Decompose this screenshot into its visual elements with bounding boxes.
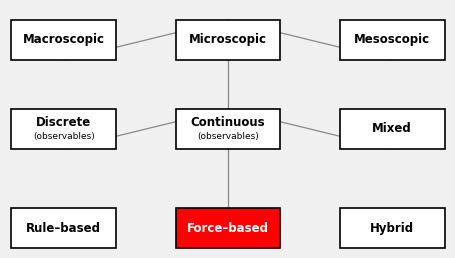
FancyBboxPatch shape xyxy=(339,20,444,60)
FancyBboxPatch shape xyxy=(339,109,444,149)
Text: Microscopic: Microscopic xyxy=(188,34,267,46)
Text: Mixed: Mixed xyxy=(371,123,411,135)
FancyBboxPatch shape xyxy=(175,208,280,248)
Text: Macroscopic: Macroscopic xyxy=(23,34,105,46)
FancyBboxPatch shape xyxy=(11,109,116,149)
Text: Mesoscopic: Mesoscopic xyxy=(354,34,429,46)
Text: Rule–based: Rule–based xyxy=(26,222,101,235)
FancyBboxPatch shape xyxy=(339,208,444,248)
Text: (observables): (observables) xyxy=(33,132,95,141)
Text: Discrete: Discrete xyxy=(36,116,91,129)
Text: Hybrid: Hybrid xyxy=(369,222,413,235)
FancyBboxPatch shape xyxy=(11,20,116,60)
FancyBboxPatch shape xyxy=(175,109,280,149)
Text: Continuous: Continuous xyxy=(190,116,265,129)
Text: (observables): (observables) xyxy=(197,132,258,141)
Text: Force–based: Force–based xyxy=(187,222,268,235)
FancyBboxPatch shape xyxy=(175,20,280,60)
FancyBboxPatch shape xyxy=(11,208,116,248)
